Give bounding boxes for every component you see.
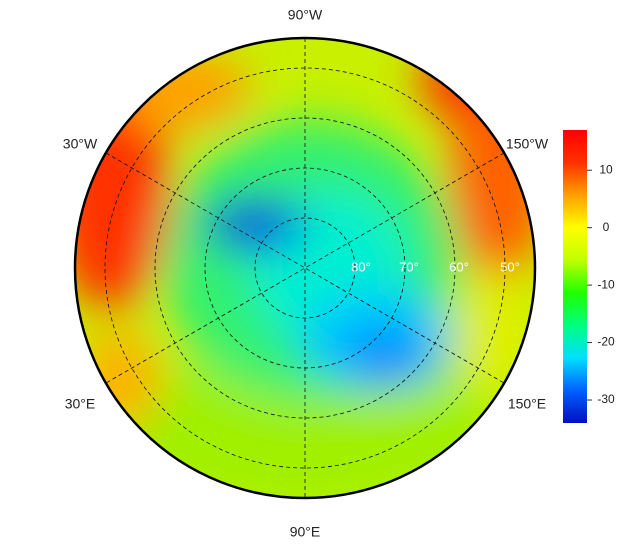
colorbar-tick-label: 0	[603, 220, 610, 234]
longitude-label: 150°E	[508, 396, 546, 412]
colorbar-tick-label: 10	[599, 162, 613, 176]
colorbar-tick-label: -30	[597, 392, 615, 406]
colorbar	[563, 130, 587, 423]
latitude-label: 60°	[449, 259, 469, 274]
map-border	[73, 36, 537, 500]
longitude-label: 30°E	[65, 396, 96, 412]
latitude-label: 70°	[399, 259, 419, 274]
longitude-label: 150°W	[506, 136, 549, 152]
latitude-label: 80°	[351, 259, 371, 274]
temperature-field	[75, 38, 535, 498]
colorbar-tick-label: -20	[597, 335, 615, 349]
longitude-label: 90°E	[290, 524, 321, 540]
colorbar-tick-label: -10	[597, 277, 615, 291]
latitude-label: 50°	[500, 259, 520, 274]
longitude-label: 30°W	[63, 136, 98, 152]
longitude-label: 90°W	[288, 7, 323, 23]
graticule	[104, 38, 506, 498]
